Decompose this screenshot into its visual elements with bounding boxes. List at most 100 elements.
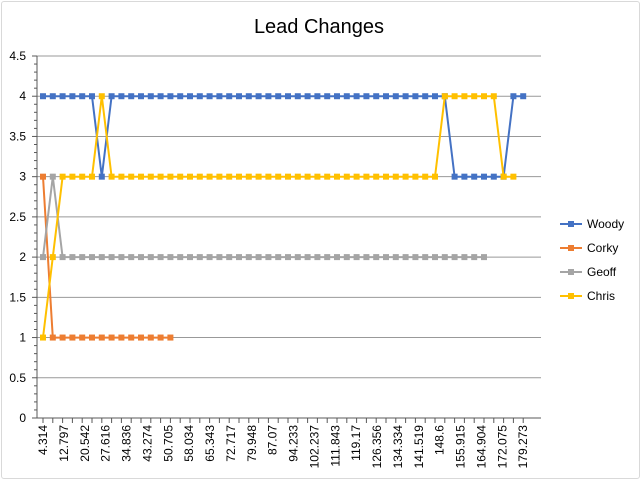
legend: Woody Corky Geoff Chris [560,217,624,303]
data-point-chris [275,173,282,180]
data-point-woody [79,93,86,100]
x-tick-label: 172.075 [495,425,509,469]
data-point-geoff [245,254,252,261]
x-tick-label: 4.314 [36,425,50,455]
data-point-chris [49,254,56,261]
data-point-woody [383,93,389,100]
data-point-woody [471,173,478,180]
data-point-chris [294,173,301,180]
data-point-woody [245,93,252,100]
data-point-geoff [196,254,203,261]
x-tick-label: 27.616 [99,425,113,462]
data-point-woody [255,93,262,100]
data-point-chris [422,173,429,180]
data-point-corky [69,334,76,341]
data-point-geoff [108,254,115,261]
data-point-geoff [461,254,468,261]
data-point-woody [216,93,223,100]
x-tick-label: 12.797 [57,425,71,462]
x-tick-label: 155.915 [454,425,468,469]
y-tick-label: 1 [19,331,26,345]
series-geoff [40,173,487,261]
x-tick-label: 34.836 [120,425,134,462]
data-point-corky [59,334,66,341]
data-point-geoff [157,254,164,261]
x-tick-label: 43.274 [140,425,154,462]
data-point-chris [89,173,95,180]
data-point-chris [363,173,370,180]
data-point-geoff [441,254,448,261]
data-point-geoff [118,254,125,261]
data-point-woody [40,93,46,100]
data-point-chris [147,173,154,180]
data-point-chris [461,93,468,100]
x-tick-label: 65.343 [203,425,217,462]
data-point-woody [334,93,340,100]
series-chris [40,93,517,341]
data-point-chris [79,173,86,180]
series-line-geoff [42,176,484,259]
legend-label: Geoff [587,265,617,279]
data-point-woody [138,93,144,100]
data-point-geoff [363,254,370,261]
legend-item-chris: Chris [560,289,615,303]
data-point-geoff [69,254,76,261]
data-point-chris [471,93,478,100]
data-point-woody [128,93,135,100]
y-axis-ticks: 0 0.5 1 1.5 2 2.5 3 3.5 4 4.5 [9,49,26,425]
data-point-geoff [138,254,144,261]
data-point-geoff [314,254,321,261]
data-point-geoff [236,254,242,261]
data-point-woody [412,93,419,100]
data-point-woody [275,93,282,100]
data-point-geoff [334,254,340,261]
x-tick-label: 79.948 [245,425,259,462]
data-point-chris [216,173,223,180]
data-point-geoff [343,254,350,261]
data-point-chris [373,173,380,180]
data-point-chris [510,173,517,180]
data-point-woody [294,93,301,100]
data-point-chris [343,173,350,180]
x-tick-label: 164.904 [474,425,488,469]
y-tick-label: 2 [19,250,26,264]
data-point-chris [353,173,360,180]
y-tick-label: 4 [19,89,26,103]
data-point-geoff [40,254,46,261]
x-tick-label: 50.705 [161,425,175,462]
data-point-geoff [49,173,56,180]
legend-item-woody: Woody [560,217,624,231]
data-point-chris [451,93,458,100]
legend-item-geoff: Geoff [560,265,617,279]
x-tick-label: 148.6 [433,425,447,455]
data-point-chris [392,173,399,180]
data-point-geoff [187,254,193,261]
x-tick-label: 179.273 [516,425,530,469]
legend-swatch-marker [568,245,574,251]
data-point-chris [304,173,311,180]
data-point-woody [49,93,56,100]
data-point-woody [363,93,370,100]
data-point-woody [206,93,213,100]
data-point-corky [157,334,164,341]
data-point-chris [226,173,233,180]
data-point-chris [441,93,448,100]
data-point-geoff [383,254,389,261]
data-point-chris [236,173,242,180]
data-point-woody [324,93,331,100]
data-point-chris [402,173,409,180]
data-point-woody [432,93,438,100]
x-tick-label: 102.237 [307,425,321,469]
data-point-corky [49,334,56,341]
data-point-geoff [128,254,135,261]
data-point-woody [343,93,350,100]
data-point-chris [314,173,321,180]
data-point-chris [334,173,340,180]
data-point-chris [40,334,46,341]
legend-item-corky: Corky [560,241,618,255]
x-axis-ticks: 4.314 12.797 20.542 27.616 34.836 43.274 50.70… [36,425,530,469]
data-point-chris [383,173,389,180]
data-point-woody [285,93,291,100]
data-point-woody [147,93,154,100]
data-point-corky [40,173,46,180]
